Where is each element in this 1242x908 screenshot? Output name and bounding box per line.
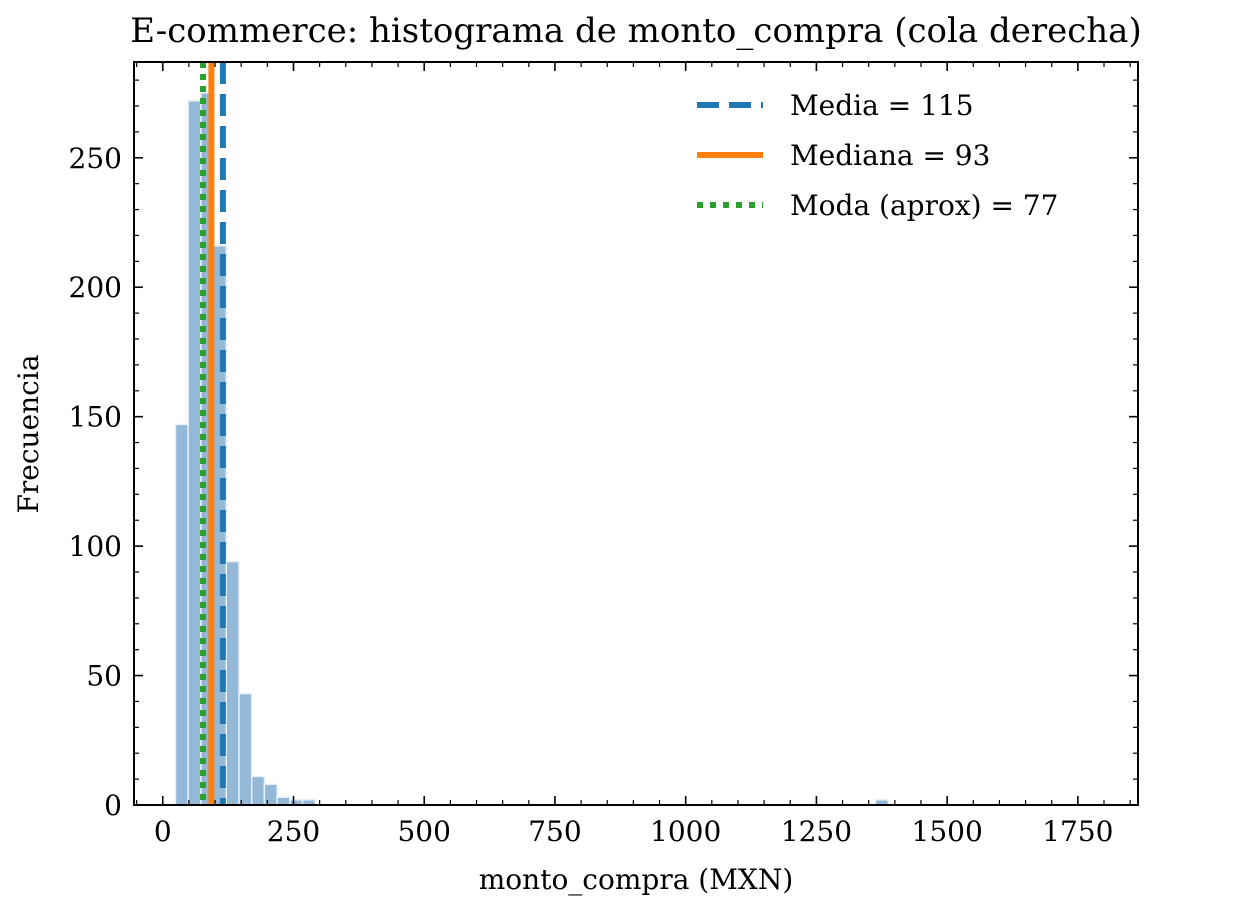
y-axis-label: Frecuencia: [12, 354, 45, 513]
reference-lines: [200, 62, 226, 805]
x-tick-label: 250: [267, 815, 320, 848]
legend-label: Media = 115: [790, 89, 974, 122]
x-tick-label: 1250: [781, 815, 852, 848]
x-tick-label: 1000: [650, 815, 721, 848]
x-axis-label: monto_compra (MXN): [479, 863, 794, 896]
y-tick-label: 200: [69, 271, 122, 304]
histogram-bar: [276, 796, 291, 806]
histogram-bar: [225, 560, 240, 806]
axes: 0 250 500 750 1000 1250 1500 1750 0 50 100 150 200 25…: [69, 61, 1139, 848]
histogram-bars: [174, 92, 889, 806]
x-tick-label: 750: [528, 815, 581, 848]
legend-label: Moda (aprox) = 77: [790, 189, 1058, 222]
legend: Media = 115 Mediana = 93 Moda (aprox) = 77: [697, 89, 1058, 222]
histogram-bar: [174, 423, 189, 806]
y-tick-label: 100: [69, 530, 122, 563]
legend-label: Mediana = 93: [790, 139, 990, 172]
plot-frame: [133, 61, 1139, 806]
y-tick-label: 50: [86, 660, 122, 693]
histogram-bar: [263, 783, 278, 806]
y-tick-label: 150: [69, 401, 122, 434]
histogram-bar: [238, 692, 253, 806]
x-tick-label: 1500: [912, 815, 983, 848]
x-tick-label: 0: [154, 815, 172, 848]
histogram-bar: [187, 100, 202, 806]
chart-title: E-commerce: histograma de monto_compra (…: [130, 11, 1141, 51]
x-tick-label: 1750: [1042, 815, 1113, 848]
x-tick-label: 500: [397, 815, 450, 848]
y-tick-label: 250: [69, 142, 122, 175]
y-tick-label: 0: [104, 789, 122, 822]
histogram-bar: [250, 775, 266, 806]
